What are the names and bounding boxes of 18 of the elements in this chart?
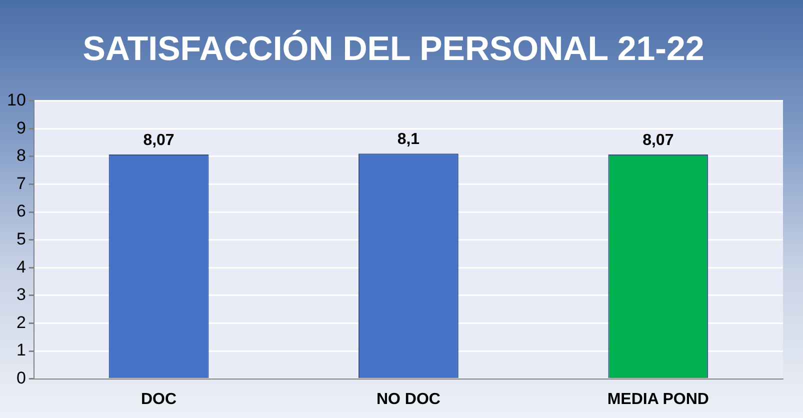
y-tick-label: 3 <box>16 285 26 304</box>
y-tick-label: 7 <box>16 174 26 193</box>
y-tick-label: 6 <box>16 202 26 221</box>
y-tick-label: 2 <box>16 312 26 332</box>
chart-title: SATISFACCIÓN DEL PERSONAL 21-22 <box>82 28 704 68</box>
data-label: 8,1 <box>397 131 420 148</box>
y-tick-label: 10 <box>6 90 26 110</box>
y-tick-label: 0 <box>16 368 26 388</box>
y-tick-label: 4 <box>16 257 26 276</box>
y-tick-label: 8 <box>16 146 26 166</box>
data-label: 8,07 <box>143 132 174 149</box>
x-tick-label: NO DOC <box>376 390 441 408</box>
x-tick-label: MEDIA POND <box>607 390 709 408</box>
data-label: 8,07 <box>642 132 674 149</box>
y-tick-label: 1 <box>16 340 26 360</box>
y-tick-label: 9 <box>16 118 26 138</box>
y-tick-label: 5 <box>16 229 26 248</box>
x-tick-label: DOC <box>140 390 177 408</box>
